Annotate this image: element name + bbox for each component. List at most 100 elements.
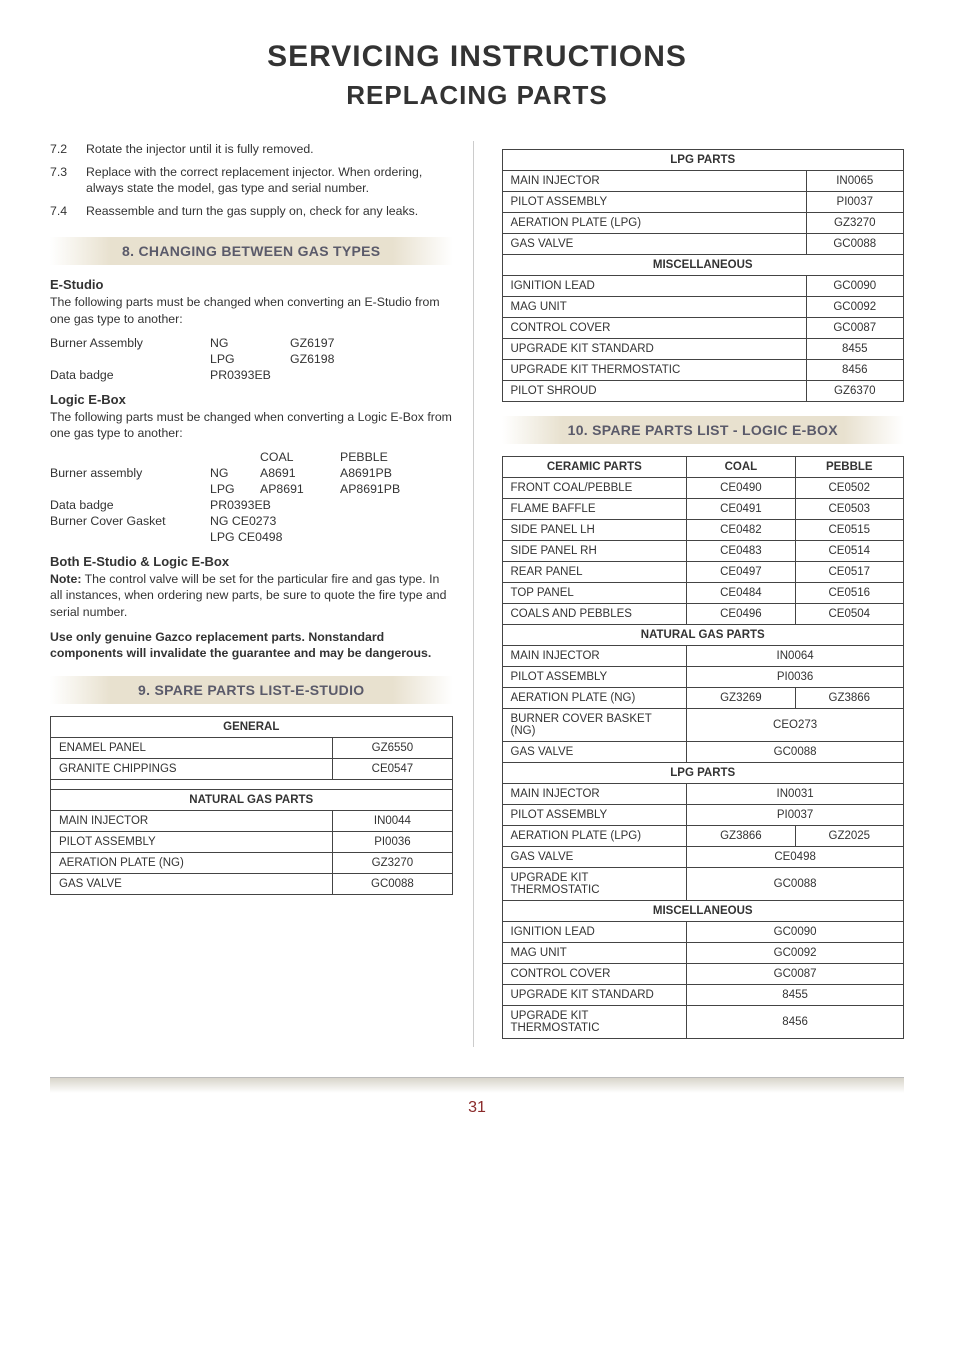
cell: MAIN INJECTOR xyxy=(502,784,687,805)
cell: FLAME BAFFLE xyxy=(502,499,687,520)
cell: GAS VALVE xyxy=(502,234,806,255)
cell: GZ3269 xyxy=(687,688,795,709)
cell: CE0497 xyxy=(687,562,795,583)
step-num: 7.3 xyxy=(50,164,86,197)
cell: COALS AND PEBBLES xyxy=(502,604,687,625)
cell: AP8691PB xyxy=(340,482,430,496)
steps-list: 7.2Rotate the injector until it is fully… xyxy=(50,141,453,219)
cell: UPGRADE KIT STANDARD xyxy=(502,985,687,1006)
table-header: NATURAL GAS PARTS xyxy=(502,625,904,646)
cell: LPG CE0498 xyxy=(210,530,430,544)
cell: GZ6198 xyxy=(290,352,380,366)
cell: PI0036 xyxy=(333,831,452,852)
section-10-head: 10. SPARE PARTS LIST - LOGIC E-BOX xyxy=(502,416,905,444)
cell: PILOT ASSEMBLY xyxy=(502,667,687,688)
cell: SIDE PANEL LH xyxy=(502,520,687,541)
cell: GAS VALVE xyxy=(502,847,687,868)
cell: PI0037 xyxy=(806,192,903,213)
cell: PILOT ASSEMBLY xyxy=(51,831,333,852)
cell: GRANITE CHIPPINGS xyxy=(51,758,333,779)
cell: 8455 xyxy=(806,339,903,360)
cell xyxy=(50,352,210,366)
cell: CE0503 xyxy=(795,499,903,520)
cell: CE0515 xyxy=(795,520,903,541)
cell: CE0516 xyxy=(795,583,903,604)
section-9-head: 9. SPARE PARTS LIST-E-STUDIO xyxy=(50,676,453,704)
cell: UPGRADE KIT STANDARD xyxy=(502,339,806,360)
footer-rule xyxy=(50,1077,904,1093)
table-header: NATURAL GAS PARTS xyxy=(51,789,453,810)
cell: 8456 xyxy=(806,360,903,381)
estudio-parts-grid: Burner AssemblyNGGZ6197 LPGGZ6198 Data b… xyxy=(50,336,453,382)
cell: CE0484 xyxy=(687,583,795,604)
cell: GC0088 xyxy=(687,742,904,763)
cell: 8456 xyxy=(687,1006,904,1039)
section-8-head: 8. CHANGING BETWEEN GAS TYPES xyxy=(50,237,453,265)
step-text: Reassemble and turn the gas supply on, c… xyxy=(86,203,418,220)
cell: PILOT ASSEMBLY xyxy=(502,192,806,213)
table-header: PEBBLE xyxy=(795,457,903,478)
cell: CE0483 xyxy=(687,541,795,562)
cell: GAS VALVE xyxy=(51,873,333,894)
cell: SIDE PANEL RH xyxy=(502,541,687,562)
cell: IGNITION LEAD xyxy=(502,276,806,297)
step-num: 7.2 xyxy=(50,141,86,158)
cell: GC0087 xyxy=(687,964,904,985)
doc-title-1: SERVICING INSTRUCTIONS xyxy=(50,40,904,74)
cell: GC0090 xyxy=(806,276,903,297)
table-header: COAL xyxy=(687,457,795,478)
table-header: CERAMIC PARTS xyxy=(502,457,687,478)
cell: IN0064 xyxy=(687,646,904,667)
cell: CE0517 xyxy=(795,562,903,583)
cell: GC0088 xyxy=(333,873,452,894)
cell: A8691PB xyxy=(340,466,430,480)
cell: CE0496 xyxy=(687,604,795,625)
cell: CONTROL COVER xyxy=(502,964,687,985)
cell: IN0044 xyxy=(333,810,452,831)
cell: GC0092 xyxy=(806,297,903,318)
cell: Data badge xyxy=(50,498,210,512)
cell: PI0036 xyxy=(687,667,904,688)
table-header: MISCELLANEOUS xyxy=(502,255,904,276)
doc-title-2: REPLACING PARTS xyxy=(50,80,904,111)
sec10-table: CERAMIC PARTS COAL PEBBLE FRONT COAL/PEB… xyxy=(502,456,905,1039)
cell: MAG UNIT xyxy=(502,943,687,964)
table-header: GENERAL xyxy=(51,716,453,737)
cell: GZ6197 xyxy=(290,336,380,350)
cell: MAIN INJECTOR xyxy=(51,810,333,831)
cell: CE0491 xyxy=(687,499,795,520)
warning-para: Use only genuine Gazco replacement parts… xyxy=(50,629,453,662)
cell: AERATION PLATE (NG) xyxy=(51,852,333,873)
sec9-general-table: GENERAL ENAMEL PANELGZ6550 GRANITE CHIPP… xyxy=(50,716,453,895)
cell: GZ6370 xyxy=(806,381,903,402)
cell: CE0514 xyxy=(795,541,903,562)
cell: PI0037 xyxy=(687,805,904,826)
cell: CEO273 xyxy=(687,709,904,742)
cell: MAG UNIT xyxy=(502,297,806,318)
cell: LPG xyxy=(210,482,260,496)
cell: IN0031 xyxy=(687,784,904,805)
note-text: The control valve will be set for the pa… xyxy=(50,572,446,619)
cell: UPGRADE KIT THERMOSTATIC xyxy=(502,360,806,381)
cell: A8691 xyxy=(260,466,340,480)
cell: ENAMEL PANEL xyxy=(51,737,333,758)
cell: MAIN INJECTOR xyxy=(502,646,687,667)
step-text: Rotate the injector until it is fully re… xyxy=(86,141,314,158)
cell: LPG xyxy=(210,352,290,366)
cell: 8455 xyxy=(687,985,904,1006)
cell: AERATION PLATE (LPG) xyxy=(502,826,687,847)
cell: PEBBLE xyxy=(340,450,430,464)
warning-text: Use only genuine Gazco replacement parts… xyxy=(50,630,431,661)
cell: MAIN INJECTOR xyxy=(502,171,806,192)
estudio-para: The following parts must be changed when… xyxy=(50,294,453,327)
step-num: 7.4 xyxy=(50,203,86,220)
cell: CE0490 xyxy=(687,478,795,499)
cell: NG xyxy=(210,466,260,480)
cell: AERATION PLATE (NG) xyxy=(502,688,687,709)
sec9-lpg-misc-table: LPG PARTS MAIN INJECTORIN0065 PILOT ASSE… xyxy=(502,149,905,402)
cell: CE0547 xyxy=(333,758,452,779)
page-number: 31 xyxy=(50,1099,904,1117)
cell: CE0482 xyxy=(687,520,795,541)
cell: UPGRADE KIT THERMOSTATIC xyxy=(502,1006,687,1039)
note-label: Note: xyxy=(50,572,81,586)
